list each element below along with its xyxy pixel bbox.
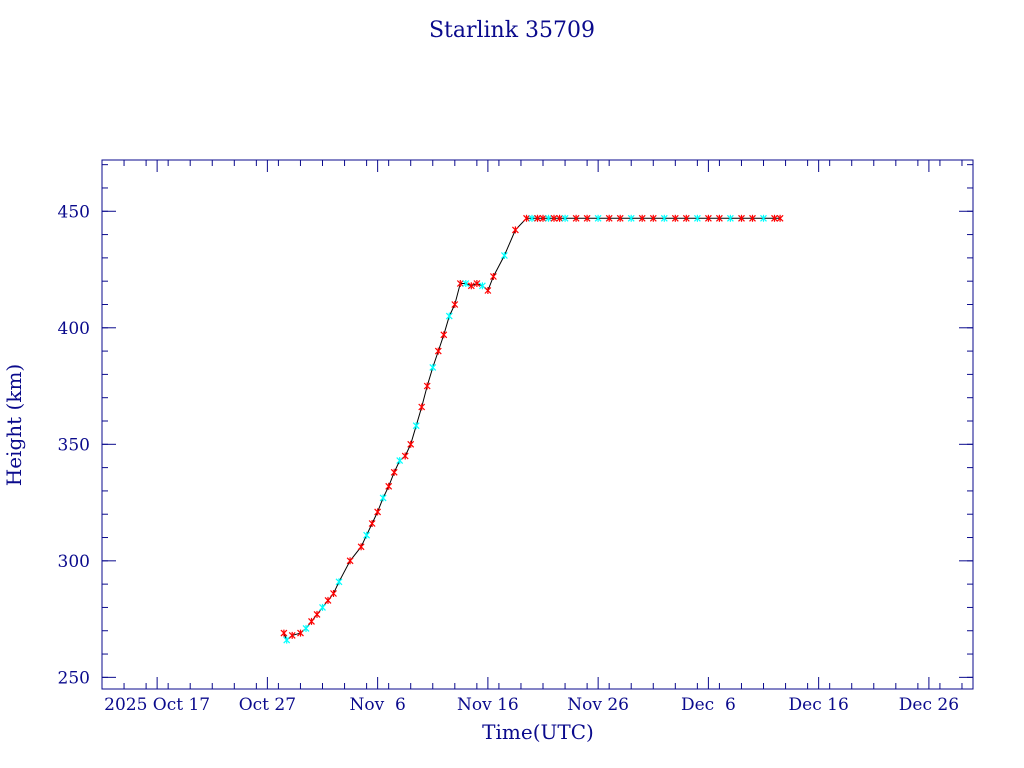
data-point bbox=[379, 494, 387, 502]
data-point bbox=[760, 214, 767, 222]
data-point bbox=[288, 631, 296, 639]
data-point bbox=[484, 287, 492, 294]
x-tick-label: Dec 6 bbox=[681, 695, 736, 715]
data-point bbox=[280, 629, 288, 637]
axis-ticks bbox=[101, 160, 973, 689]
data-point bbox=[330, 590, 337, 597]
x-tick-label: Dec 26 bbox=[899, 695, 959, 715]
x-tick-labels: 2025 Oct 17 Oct 27 Nov 6 Nov 16 Nov 26 Dec 6 D… bbox=[104, 695, 959, 715]
data-point bbox=[682, 214, 690, 222]
data-point bbox=[423, 382, 431, 390]
data-point bbox=[462, 280, 470, 287]
height-line bbox=[283, 217, 781, 641]
data-point bbox=[357, 543, 365, 551]
plot-frame bbox=[101, 159, 974, 690]
data-point bbox=[726, 214, 734, 222]
data-point bbox=[545, 214, 552, 222]
y-axis-label: Height (km) bbox=[2, 364, 26, 486]
data-point bbox=[407, 440, 415, 448]
data-point bbox=[649, 214, 657, 222]
data-point bbox=[390, 468, 398, 476]
data-point bbox=[374, 508, 382, 516]
data-point bbox=[478, 282, 486, 290]
x-tick-label: Oct 27 bbox=[239, 695, 296, 715]
data-point bbox=[771, 214, 778, 222]
data-point bbox=[693, 214, 701, 222]
data-point bbox=[335, 578, 343, 586]
data-point bbox=[451, 301, 459, 308]
data-point bbox=[346, 557, 354, 565]
x-axis-label: Time(UTC) bbox=[482, 720, 594, 744]
data-point bbox=[363, 531, 371, 539]
data-point bbox=[445, 312, 453, 320]
data-point bbox=[671, 214, 679, 222]
data-point bbox=[385, 482, 393, 490]
data-point bbox=[572, 214, 580, 222]
data-point bbox=[704, 214, 712, 222]
data-point bbox=[313, 610, 321, 618]
data-point bbox=[368, 520, 376, 527]
y-tick-label: 300 bbox=[58, 552, 90, 572]
data-point bbox=[539, 214, 547, 222]
data-point bbox=[738, 214, 745, 222]
data-point bbox=[489, 273, 497, 280]
y-tick-label: 350 bbox=[58, 435, 90, 455]
x-tick-label: 2025 Oct 17 bbox=[104, 695, 210, 715]
x-tick-label: Nov 6 bbox=[349, 695, 405, 715]
x-tick-label: Nov 16 bbox=[457, 695, 519, 715]
data-point bbox=[660, 214, 668, 222]
y-tick-label: 400 bbox=[58, 319, 90, 339]
data-point bbox=[776, 214, 784, 222]
x-tick-label: Nov 26 bbox=[567, 695, 629, 715]
y-tick-label: 450 bbox=[58, 202, 90, 222]
data-point bbox=[556, 214, 564, 222]
data-point bbox=[319, 603, 326, 611]
data-point bbox=[528, 214, 536, 222]
data-point bbox=[749, 214, 756, 222]
data-point bbox=[500, 252, 508, 259]
data-point bbox=[594, 214, 602, 222]
data-point bbox=[616, 214, 624, 222]
data-point bbox=[412, 422, 420, 430]
data-point bbox=[429, 363, 437, 371]
data-point bbox=[456, 280, 464, 287]
data-point bbox=[297, 629, 304, 637]
data-point bbox=[434, 347, 442, 355]
data-point bbox=[561, 214, 569, 222]
data-point bbox=[627, 214, 635, 222]
data-point bbox=[467, 282, 475, 290]
data-point bbox=[440, 331, 448, 339]
data-point bbox=[401, 452, 409, 460]
data-point bbox=[550, 214, 558, 222]
data-point bbox=[523, 214, 530, 222]
data-point bbox=[396, 457, 404, 465]
data-point bbox=[418, 403, 426, 411]
data-point bbox=[534, 214, 541, 222]
data-point bbox=[638, 214, 646, 222]
data-point bbox=[583, 214, 591, 222]
y-tick-label: 250 bbox=[58, 668, 90, 688]
data-markers bbox=[280, 214, 784, 644]
data-point bbox=[715, 214, 723, 222]
data-point bbox=[511, 226, 519, 234]
chart-title: Starlink 35709 bbox=[429, 18, 595, 43]
x-tick-label: Dec 16 bbox=[789, 695, 849, 715]
data-point bbox=[473, 280, 481, 287]
data-point bbox=[605, 214, 613, 222]
data-point bbox=[302, 624, 310, 632]
data-point bbox=[308, 617, 315, 625]
y-tick-labels: 250 300 350 400 450 bbox=[58, 202, 90, 688]
data-point bbox=[324, 596, 332, 604]
data-point bbox=[283, 636, 291, 644]
